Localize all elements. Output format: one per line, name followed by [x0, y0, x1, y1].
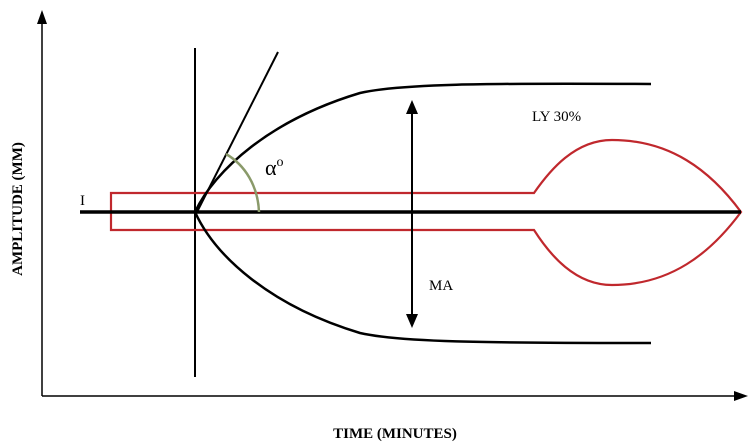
upper-amplitude-curve — [193, 82, 652, 213]
x-axis-title: TIME (MINUTES) — [333, 426, 457, 442]
ma-arrow-bottom — [406, 314, 418, 328]
i-marker-label: I — [80, 193, 85, 209]
ly30-label: LY 30% — [532, 109, 581, 125]
alpha-label: αo — [265, 155, 284, 180]
y-axis-arrow — [37, 10, 47, 24]
alpha-angle-arc — [225, 152, 261, 213]
ma-label: MA — [429, 278, 453, 294]
ma-arrow-top — [406, 100, 418, 114]
y-axis-title: AMPLITUDE (MM) — [10, 142, 26, 276]
x-axis-arrow — [734, 391, 748, 401]
lower-amplitude-curve — [193, 211, 652, 345]
alpha-tangent-line — [196, 51, 279, 213]
